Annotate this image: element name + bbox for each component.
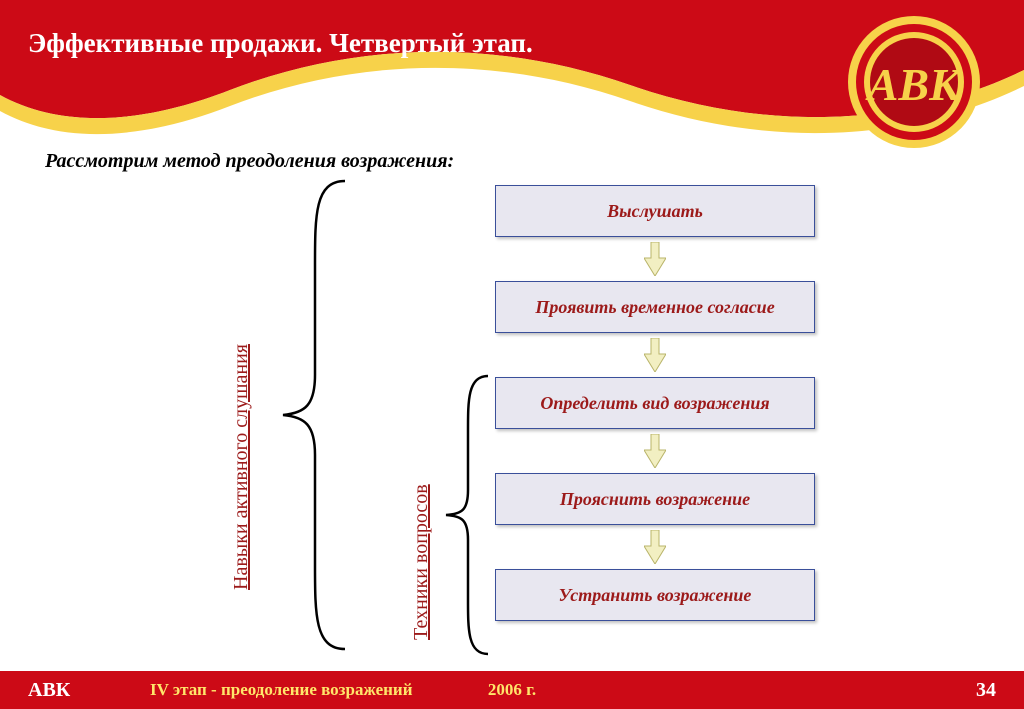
flow-diagram: Выслушать Проявить временное согласие Оп… xyxy=(495,185,815,621)
brace-large xyxy=(275,175,355,655)
brand-logo: АВК xyxy=(844,12,984,152)
footer-brand: АВК xyxy=(28,679,70,702)
flow-step-5: Устранить возражение xyxy=(495,569,815,621)
footer-subtitle: IV этап - преодоление возражений xyxy=(150,680,413,700)
flow-step-3: Определить вид возражения xyxy=(495,377,815,429)
flow-arrow-4 xyxy=(495,525,815,569)
flow-arrow-2 xyxy=(495,333,815,377)
flow-arrow-3 xyxy=(495,429,815,473)
flow-arrow-1 xyxy=(495,237,815,281)
side-label-questions: Техники вопросов xyxy=(410,484,433,640)
side-label-listening: Навыки активного слушания xyxy=(230,344,253,590)
content-subtitle: Рассмотрим метод преодоления возражения: xyxy=(45,150,454,173)
slide-title: Эффективные продажи. Четвертый этап. xyxy=(28,28,533,59)
footer-page: 34 xyxy=(976,679,996,702)
brace-small xyxy=(440,370,495,660)
flow-step-1: Выслушать xyxy=(495,185,815,237)
footer-band: АВК IV этап - преодоление возражений 200… xyxy=(0,671,1024,709)
brand-logo-text: АВК xyxy=(865,59,963,110)
flow-step-2: Проявить временное согласие xyxy=(495,281,815,333)
flow-step-4: Прояснить возражение xyxy=(495,473,815,525)
footer-year: 2006 г. xyxy=(488,680,536,700)
